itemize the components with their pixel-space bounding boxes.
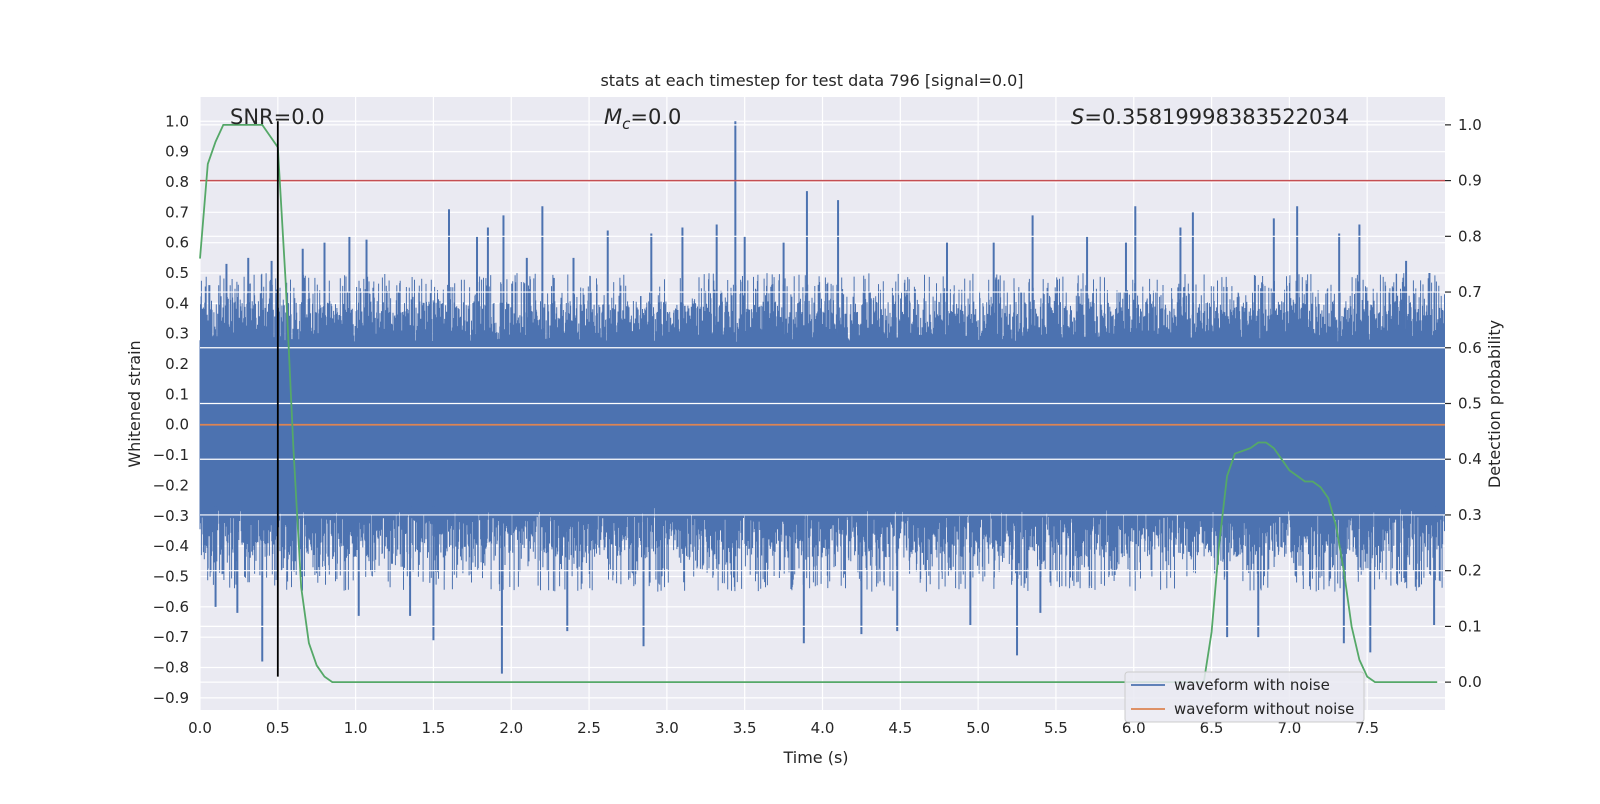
legend-label-clean: waveform without noise — [1174, 700, 1354, 718]
legend: waveform with noise waveform without noi… — [1124, 671, 1365, 723]
y-right-tick-label: 0.3 — [1458, 506, 1482, 524]
x-tick-label: 1.0 — [344, 719, 368, 737]
s-annotation: S=0.35819998383522034 — [1071, 105, 1349, 129]
snr-annotation: SNR=0.0 — [230, 105, 325, 129]
y-tick-label: 0.6 — [165, 234, 189, 252]
y-tick-label: −0.6 — [153, 598, 189, 616]
y-right-tick-label: 0.8 — [1458, 227, 1482, 245]
y-tick-label: 0.1 — [165, 385, 189, 403]
x-tick-label: 5.0 — [966, 719, 990, 737]
x-axis-label: Time (s) — [782, 748, 848, 767]
mc-symbol: M — [604, 105, 622, 129]
x-tick-label: 3.5 — [733, 719, 757, 737]
tick-labels: 0.0 0.5 1.0 1.5 2.0 2.5 3.0 3.5 4.0 4.5 5.0 5.5 6.0 6… — [153, 112, 1482, 737]
y-right-tick-label: 0.4 — [1458, 450, 1482, 468]
y-tick-label: 0.4 — [165, 294, 189, 312]
y-right-tick-label: 0.2 — [1458, 562, 1482, 580]
x-tick-label: 3.0 — [655, 719, 679, 737]
line-series — [199, 121, 1445, 683]
y-right-tick-label: 0.6 — [1458, 339, 1482, 357]
legend-label-noise: waveform with noise — [1174, 676, 1330, 694]
y-tick-label: −0.8 — [153, 659, 189, 677]
y-right-tick-label: 0.0 — [1458, 673, 1482, 691]
y-tick-label: 0.9 — [165, 143, 189, 161]
x-tick-label: 4.5 — [888, 719, 912, 737]
legend-box — [1124, 671, 1365, 723]
mc-subscript: c — [622, 115, 631, 133]
s-symbol: S — [1071, 105, 1084, 129]
y-right-tick-label: 0.7 — [1458, 283, 1482, 301]
y-tick-label: −0.2 — [153, 476, 189, 494]
y-tick-label: 0.5 — [165, 264, 189, 282]
x-tick-label: 7.0 — [1277, 719, 1301, 737]
x-tick-label: 5.5 — [1044, 719, 1068, 737]
x-tick-label: 7.5 — [1355, 719, 1379, 737]
mc-value: =0.0 — [630, 105, 681, 129]
chirp-mass-annotation: Mc=0.0 — [604, 105, 681, 133]
y-tick-label: 0.3 — [165, 325, 189, 343]
y-right-tick-label: 0.5 — [1458, 395, 1482, 413]
y-tick-label: 0.0 — [165, 416, 189, 434]
y-tick-label: 0.7 — [165, 203, 189, 221]
annotations: SNR=0.0 Mc=0.0 S=0.35819998383522034 — [230, 105, 1349, 133]
y-right-tick-label: 0.9 — [1458, 172, 1482, 190]
x-tick-label: 1.5 — [422, 719, 446, 737]
x-tick-label: 6.0 — [1122, 719, 1146, 737]
x-tick-label: 0.0 — [188, 719, 212, 737]
s-value: =0.35819998383522034 — [1084, 105, 1349, 129]
x-tick-label: 0.5 — [266, 719, 290, 737]
x-tick-label: 2.0 — [499, 719, 523, 737]
y-tick-label: 0.2 — [165, 355, 189, 373]
y-right-tick-label: 1.0 — [1458, 116, 1482, 134]
x-tick-label: 2.5 — [577, 719, 601, 737]
y-right-tick-label: 0.1 — [1458, 617, 1482, 635]
y-tick-label: −0.4 — [153, 537, 189, 555]
y-tick-label: 0.8 — [165, 173, 189, 191]
y-tick-label: −0.9 — [153, 689, 189, 707]
y-tick-label: −0.1 — [153, 446, 189, 464]
x-tick-label: 4.0 — [811, 719, 835, 737]
y-tick-label: −0.3 — [153, 507, 189, 525]
y-tick-label: −0.7 — [153, 628, 189, 646]
y-tick-label: 1.0 — [165, 112, 189, 130]
x-tick-label: 6.5 — [1200, 719, 1224, 737]
y-right-axis-label: Detection probability — [1485, 320, 1504, 488]
probability-line — [199, 124, 1438, 683]
right-axis-grid — [200, 124, 1445, 683]
chart-title: stats at each timestep for test data 796… — [600, 71, 1023, 90]
y-axis-label: Whitened strain — [125, 340, 144, 467]
y-tick-label: −0.5 — [153, 567, 189, 585]
